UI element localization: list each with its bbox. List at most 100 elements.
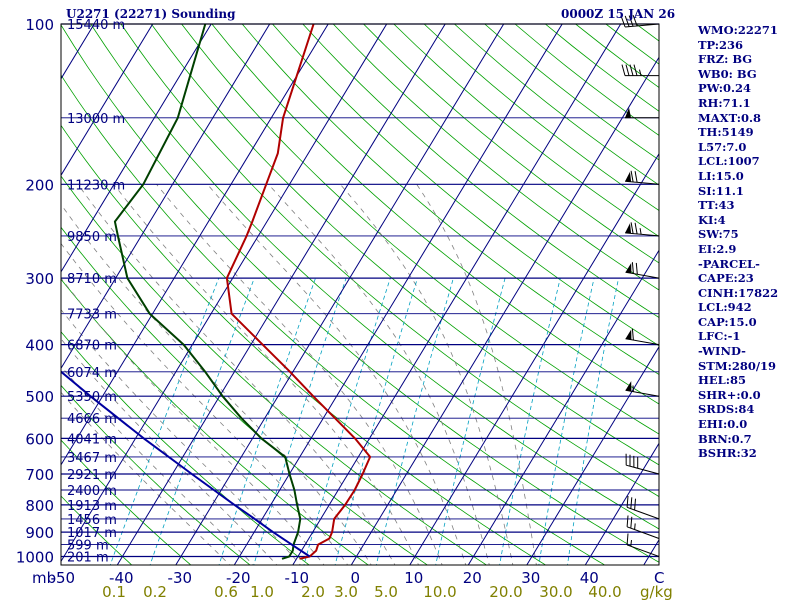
index-item: -WIND- (698, 344, 746, 359)
mixing-ratio-line (435, 277, 506, 565)
wind-barb (625, 328, 660, 346)
plot-frame (60, 23, 660, 566)
wind-barb-half (639, 228, 642, 235)
temperature-tick-label: 20 (463, 569, 482, 587)
isotherm (526, 345, 659, 565)
isobars (61, 23, 659, 558)
dry-adiabat (150, 24, 659, 466)
index-item: TT:43 (698, 198, 735, 213)
wind-barb-staff (625, 389, 660, 397)
index-item: SRDS:84 (698, 402, 755, 417)
indices-panel: WMO:22271 TP:236 FRZ: BG WB0: BG PW:0.24 RH:7… (698, 23, 778, 461)
height-label: 4041 m (67, 432, 117, 447)
wind-barb (625, 262, 660, 279)
mixing-ratio-line (334, 277, 418, 565)
wind-barb-full (626, 533, 629, 545)
temperature-tick-label: -50 (51, 569, 76, 587)
isotherm (61, 24, 271, 370)
index-item: EHI:0.0 (698, 417, 748, 432)
dry-adiabat (61, 439, 192, 565)
height-label: 4666 m (67, 412, 117, 427)
pressure-tick-label: 1000 (16, 549, 54, 567)
temperature-tick-label: -30 (168, 569, 193, 587)
wind-barb-full (630, 497, 633, 509)
wind-barb (620, 15, 660, 28)
wind-barb-full (626, 515, 629, 527)
index-item: MAXT:0.8 (698, 110, 761, 125)
isotherm (61, 24, 388, 563)
height-label: 8710 m (67, 272, 117, 287)
moist-adiabat (113, 184, 419, 565)
index-item: L57:7.0 (698, 139, 747, 154)
wind-barb (621, 64, 659, 77)
wind-barb-staff (625, 271, 660, 279)
wind-barb-full (630, 222, 634, 234)
wind-barb-full (630, 516, 633, 529)
temperature-tick-label: -40 (109, 569, 134, 587)
isotherm (175, 24, 505, 565)
dry-adiabat (61, 124, 547, 565)
dry-adiabat (90, 24, 659, 530)
index-item: LI:15.0 (698, 168, 744, 183)
chart-title-right: 0000Z 15 JAN 26 (561, 7, 676, 21)
pressure-tick-label: 400 (25, 337, 54, 355)
wind-barb-full (631, 328, 634, 341)
wind-barb-full (621, 64, 626, 76)
mixing-ratio-line (538, 278, 595, 565)
index-item: FRZ: BG (698, 52, 753, 67)
isotherm (61, 24, 154, 177)
index-item: HEL:85 (698, 373, 746, 388)
index-item: -PARCEL- (698, 256, 760, 271)
wind-barb-flag (625, 263, 632, 274)
wind-barb-staff (626, 544, 660, 557)
index-item: LCL:942 (698, 300, 752, 315)
index-item: EI:2.9 (698, 241, 737, 256)
isotherm (292, 24, 622, 565)
index-item: KI:4 (698, 212, 726, 227)
isotherm (350, 56, 659, 565)
grid-lines (0, 12, 659, 578)
index-item: WMO:22271 (698, 23, 778, 37)
dewpoint-line (113, 24, 302, 560)
moist-adiabat (339, 184, 514, 565)
wind-barb-full (632, 15, 638, 27)
wind-barb (626, 515, 660, 539)
temperature-unit-label: C (654, 569, 664, 587)
wind-barb (625, 453, 660, 475)
parcel-line (61, 370, 311, 558)
wind-barb (626, 495, 660, 520)
pressure-tick-label: 100 (25, 16, 54, 34)
isotherm (409, 152, 659, 565)
wind-barb-full (624, 15, 630, 27)
index-item: TH:5149 (698, 125, 754, 140)
mixing-ratio-label: 5.0 (374, 583, 398, 600)
moist-adiabat (207, 184, 467, 565)
dry-adiabat (332, 24, 659, 291)
isotherm (233, 24, 563, 565)
height-label: 201 m (67, 551, 109, 566)
mixing-ratio-line (218, 277, 316, 565)
height-label: 2921 m (67, 468, 117, 483)
temperature-tick-label: -20 (226, 569, 251, 587)
pressure-unit-label: mb (32, 569, 56, 587)
mixing-ratio-line (567, 278, 619, 565)
moist-adiabat (61, 242, 349, 565)
mixing-ratio-line (149, 277, 255, 565)
index-item: LCL:1007 (698, 154, 760, 169)
isotherm (61, 24, 212, 273)
moist-adiabat (268, 184, 490, 565)
dry-adiabat (61, 495, 133, 565)
pressure-tick-label: 200 (25, 176, 54, 194)
isotherm (0, 12, 43, 578)
mixing-ratio-label: 1.0 (250, 583, 274, 600)
index-item: BSHR:32 (698, 446, 757, 461)
wind-barb-flag (625, 171, 632, 182)
wind-barb-staff (626, 526, 660, 539)
wind-barb-flag (625, 329, 632, 340)
wind-barb-full (634, 171, 638, 183)
wind-barb-half (634, 523, 636, 530)
pressure-tick-label: 700 (25, 466, 54, 484)
chart-title-left: U2271 (22271) Sounding (66, 7, 236, 21)
temperature-tick-label: 30 (521, 569, 540, 587)
moist-adiabat (61, 203, 372, 565)
